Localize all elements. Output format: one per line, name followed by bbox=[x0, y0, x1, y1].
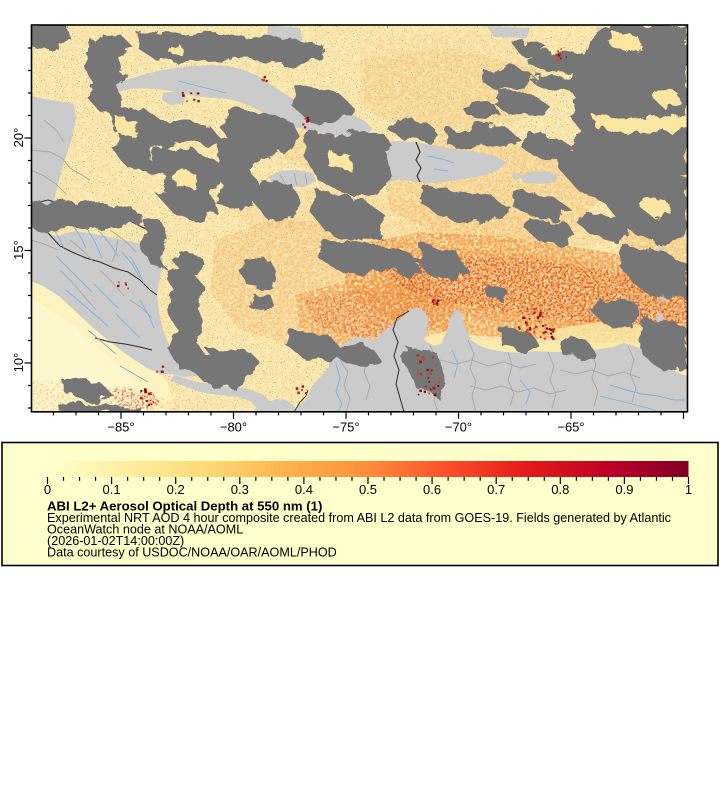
svg-text:OceanWatch node at NOAA/AOML: OceanWatch node at NOAA/AOML bbox=[47, 523, 243, 537]
svg-text:0.3: 0.3 bbox=[231, 482, 249, 497]
svg-text:0.7: 0.7 bbox=[487, 482, 505, 497]
svg-text:0: 0 bbox=[44, 482, 51, 497]
svg-text:0.8: 0.8 bbox=[551, 482, 569, 497]
svg-text:Experimental NRT AOD 4 hour co: Experimental NRT AOD 4 hour composite cr… bbox=[47, 511, 671, 525]
svg-text:20°: 20° bbox=[11, 128, 26, 148]
svg-text:−75°: −75° bbox=[332, 420, 359, 435]
svg-text:15°: 15° bbox=[11, 240, 26, 260]
svg-text:−80°: −80° bbox=[220, 420, 247, 435]
svg-text:0.9: 0.9 bbox=[615, 482, 633, 497]
svg-text:0.4: 0.4 bbox=[295, 482, 313, 497]
svg-text:10°: 10° bbox=[11, 353, 26, 373]
svg-text:−70°: −70° bbox=[445, 420, 472, 435]
svg-text:0.5: 0.5 bbox=[359, 482, 377, 497]
svg-text:−85°: −85° bbox=[107, 420, 134, 435]
svg-text:1: 1 bbox=[685, 482, 692, 497]
svg-text:(2026-01-02T14:00:00Z): (2026-01-02T14:00:00Z) bbox=[47, 534, 184, 548]
svg-text:0.2: 0.2 bbox=[167, 482, 185, 497]
svg-text:0.6: 0.6 bbox=[423, 482, 441, 497]
svg-text:−65°: −65° bbox=[557, 420, 584, 435]
svg-text:ABI L2+ Aerosol Optical Depth: ABI L2+ Aerosol Optical Depth at 550 nm … bbox=[47, 499, 322, 514]
svg-text:0.1: 0.1 bbox=[103, 482, 121, 497]
svg-text:Data courtesy of USDOC/NOAA/OA: Data courtesy of USDOC/NOAA/OAR/AOML/PHO… bbox=[47, 546, 337, 560]
